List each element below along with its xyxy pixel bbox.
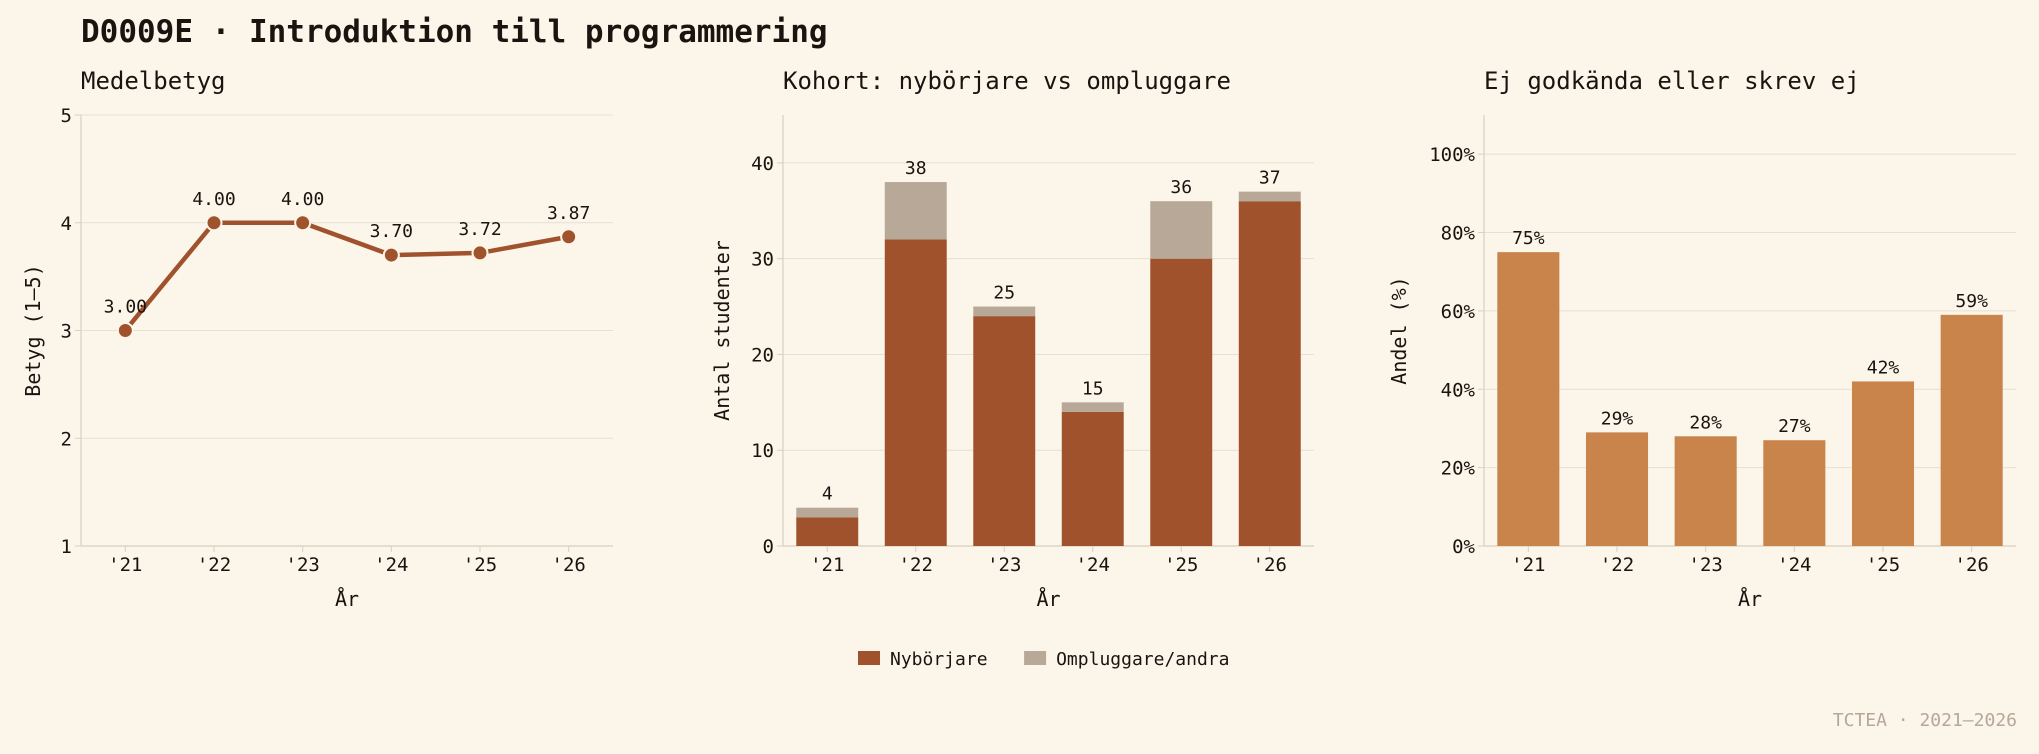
bar-total-label: 4 — [822, 484, 833, 505]
x-tick-label: '23 — [1689, 554, 1723, 576]
bar-ompluggare — [1150, 201, 1213, 259]
x-tick-label: '21 — [108, 554, 142, 576]
legend-swatch — [1024, 651, 1047, 665]
x-tick-label: '23 — [987, 554, 1021, 576]
bar-failed — [1585, 432, 1649, 546]
bar-value-label: 75% — [1512, 228, 1545, 249]
x-tick-label: '26 — [552, 554, 586, 576]
bar-total-label: 25 — [993, 283, 1015, 304]
bar-ompluggare — [1061, 402, 1124, 412]
chart-panel-2: Kohort: nybörjare vs ompluggare 0 10 20 30 40… — [710, 67, 1314, 670]
data-point — [205, 214, 223, 232]
y-tick-label: 0 — [763, 536, 774, 558]
y-tick-label: 40% — [1441, 379, 1476, 401]
bar-nyborjare — [1150, 258, 1213, 546]
y-tick-label: 20% — [1441, 458, 1476, 480]
y-tick-label: 80% — [1441, 223, 1476, 245]
bar-failed — [1851, 381, 1915, 546]
bar-value-label: 27% — [1778, 416, 1811, 437]
y-tick-label: 40 — [751, 153, 774, 175]
y-axis-label: Antal studenter — [710, 240, 734, 421]
x-tick-label: '22 — [197, 554, 231, 576]
x-tick-label: '21 — [1511, 554, 1545, 576]
x-tick-label: '26 — [1955, 554, 1989, 576]
bar-failed — [1674, 436, 1737, 546]
x-tick-label: '21 — [810, 554, 844, 576]
data-point — [382, 246, 400, 264]
chart-title: Medelbetyg — [81, 67, 226, 95]
x-tick-label: '24 — [374, 554, 408, 576]
chart-title: Ej godkända eller skrev ej — [1484, 67, 1860, 95]
footer-note: TCTEA · 2021–2026 — [1832, 710, 2017, 731]
bar-ompluggare — [796, 507, 859, 518]
bar-value-label: 28% — [1689, 412, 1722, 433]
y-tick-label: 4 — [61, 213, 72, 235]
bar-nyborjare — [796, 517, 859, 546]
data-point — [560, 228, 578, 246]
x-tick-label: '22 — [1600, 554, 1634, 576]
data-label: 4.00 — [281, 189, 324, 210]
y-tick-label: 5 — [61, 105, 72, 127]
y-tick-label: 0% — [1452, 536, 1475, 558]
bar-value-label: 59% — [1955, 291, 1988, 312]
data-point — [471, 244, 489, 262]
bar-nyborjare — [884, 239, 947, 546]
legend: Nybörjare Ompluggare/andra — [858, 649, 1229, 670]
bar-total-label: 37 — [1259, 168, 1281, 189]
bar-ompluggare — [1238, 191, 1301, 202]
x-tick-label: '23 — [286, 554, 320, 576]
data-label: 3.70 — [370, 221, 413, 242]
bar-ompluggare — [884, 182, 947, 240]
y-tick-label: 100% — [1429, 144, 1475, 166]
x-tick-label: '25 — [1866, 554, 1900, 576]
bar-nyborjare — [973, 316, 1036, 546]
data-point — [294, 214, 312, 232]
bar-total-label: 36 — [1170, 177, 1192, 198]
data-point — [116, 322, 134, 339]
x-tick-label: '26 — [1253, 554, 1287, 576]
y-tick-label: 2 — [61, 428, 72, 450]
y-tick-label: 60% — [1441, 301, 1476, 323]
y-tick-label: 3 — [61, 321, 72, 343]
data-label: 3.72 — [458, 219, 501, 240]
x-axis-label: År — [1738, 587, 1762, 611]
x-tick-label: '24 — [1076, 554, 1110, 576]
bar-value-label: 42% — [1867, 357, 1900, 378]
legend-entry: Ompluggare/andra — [1056, 649, 1229, 670]
legend-swatch — [858, 651, 880, 665]
y-tick-label: 30 — [751, 249, 774, 271]
chart-title: Kohort: nybörjare vs ompluggare — [783, 67, 1231, 95]
bar-failed — [1763, 440, 1826, 546]
y-axis-label: Betyg (1–5) — [21, 264, 45, 396]
series-line — [123, 220, 570, 332]
x-tick-label: '25 — [463, 554, 497, 576]
chart-panel-3: Ej godkända eller skrev ej 0% 20% 40% 60% 80%… — [1387, 67, 2016, 611]
x-axis-label: År — [335, 587, 359, 611]
x-tick-label: '22 — [899, 554, 933, 576]
bar-total-label: 38 — [905, 158, 927, 179]
bar-ompluggare — [973, 306, 1036, 317]
chart-panel-1: Medelbetyg 1 2 3 4 5 År Betyg (1–5) '21 '22 '23 '24… — [21, 67, 613, 611]
legend-entry: Nybörjare — [890, 649, 988, 670]
x-tick-label: '24 — [1777, 554, 1811, 576]
y-tick-label: 20 — [751, 344, 774, 366]
y-tick-label: 10 — [751, 440, 774, 462]
data-label: 4.00 — [192, 189, 235, 210]
x-tick-label: '25 — [1164, 554, 1198, 576]
data-label: 3.00 — [104, 297, 147, 318]
x-axis-label: År — [1036, 587, 1060, 611]
bar-value-label: 29% — [1601, 408, 1634, 429]
page-title: D0009E · Introduktion till programmering — [81, 14, 828, 50]
bar-total-label: 15 — [1082, 378, 1104, 399]
bar-nyborjare — [1061, 411, 1124, 546]
y-axis-label: Andel (%) — [1387, 276, 1411, 384]
bar-failed — [1497, 252, 1560, 547]
bar-failed — [1940, 314, 2003, 546]
y-tick-label: 1 — [61, 536, 72, 558]
bar-nyborjare — [1238, 201, 1301, 546]
data-label: 3.87 — [547, 203, 590, 224]
